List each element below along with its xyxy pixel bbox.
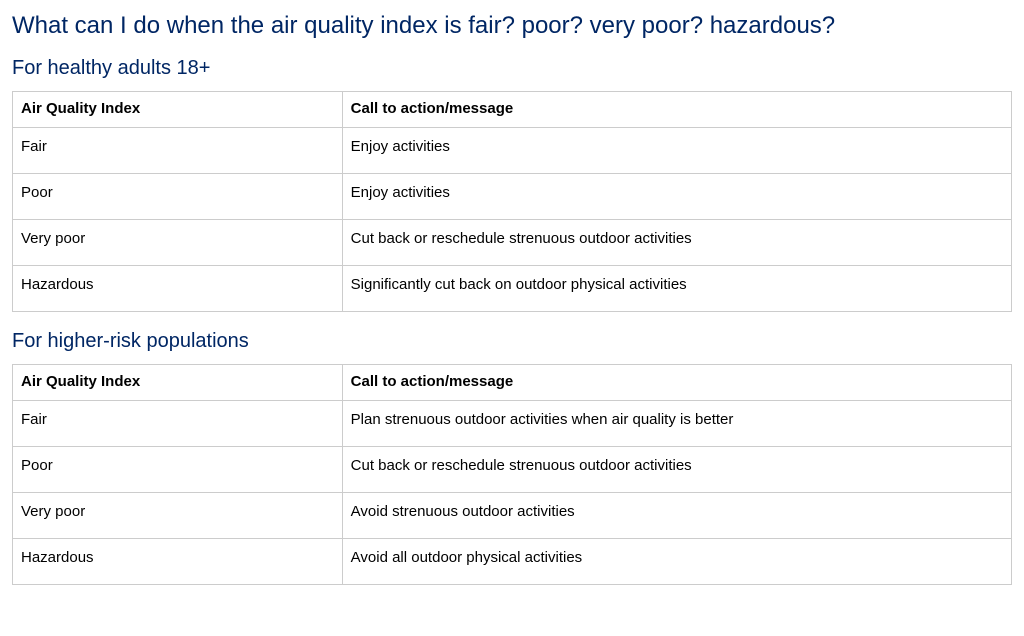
cell-action: Enjoy activities [342,128,1011,174]
section-heading-higher-risk: For higher-risk populations [12,328,1012,354]
table-header-row: Air Quality Index Call to action/message [13,92,1012,128]
col-header-index: Air Quality Index [13,92,343,128]
cell-action: Cut back or reschedule strenuous outdoor… [342,220,1011,266]
table-row: Very poor Avoid strenuous outdoor activi… [13,493,1012,539]
cell-index: Fair [13,128,343,174]
col-header-index: Air Quality Index [13,365,343,401]
table-row: Poor Enjoy activities [13,174,1012,220]
cell-index: Hazardous [13,539,343,585]
aqi-table-healthy-adults: Air Quality Index Call to action/message… [12,91,1012,312]
cell-action: Avoid all outdoor physical activities [342,539,1011,585]
col-header-action: Call to action/message [342,92,1011,128]
cell-index: Very poor [13,493,343,539]
cell-action: Enjoy activities [342,174,1011,220]
cell-index: Hazardous [13,266,343,312]
table-row: Very poor Cut back or reschedule strenuo… [13,220,1012,266]
table-row: Poor Cut back or reschedule strenuous ou… [13,447,1012,493]
cell-action: Plan strenuous outdoor activities when a… [342,401,1011,447]
table-row: Fair Enjoy activities [13,128,1012,174]
aqi-table-higher-risk: Air Quality Index Call to action/message… [12,364,1012,585]
section-heading-healthy-adults: For healthy adults 18+ [12,55,1012,81]
table-row: Hazardous Avoid all outdoor physical act… [13,539,1012,585]
cell-index: Poor [13,447,343,493]
col-header-action: Call to action/message [342,365,1011,401]
cell-index: Poor [13,174,343,220]
cell-index: Very poor [13,220,343,266]
cell-index: Fair [13,401,343,447]
cell-action: Cut back or reschedule strenuous outdoor… [342,447,1011,493]
table-row: Fair Plan strenuous outdoor activities w… [13,401,1012,447]
table-row: Hazardous Significantly cut back on outd… [13,266,1012,312]
page-title: What can I do when the air quality index… [12,10,1012,41]
cell-action: Significantly cut back on outdoor physic… [342,266,1011,312]
table-header-row: Air Quality Index Call to action/message [13,365,1012,401]
cell-action: Avoid strenuous outdoor activities [342,493,1011,539]
